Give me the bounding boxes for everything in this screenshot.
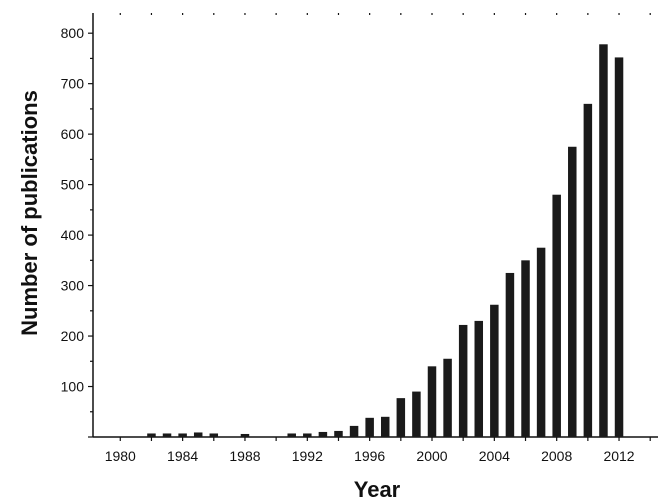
x-tick-label-2012: 2012: [603, 448, 634, 464]
y-tick-label-800: 800: [61, 25, 85, 41]
bar-2011: [599, 44, 608, 438]
x-axis-title: Year: [354, 477, 401, 501]
x-tick-label-1992: 1992: [292, 448, 323, 464]
bar-1992: [303, 433, 312, 437]
bar-1988: [240, 433, 250, 437]
y-axis: 100 200 300 400 500 600 700 800: [61, 25, 93, 438]
y-tick-label-500: 500: [61, 177, 85, 193]
bar-1999: [412, 391, 421, 437]
bar-2002: [458, 324, 468, 437]
bar-2007: [536, 247, 546, 437]
y-tick-label-100: 100: [61, 379, 85, 395]
bar-2005: [505, 272, 515, 437]
y-tick-label-700: 700: [61, 76, 85, 92]
bar-2003: [474, 320, 484, 437]
bar-1998: [396, 398, 406, 437]
bar-2008: [552, 194, 561, 437]
bar-2009: [568, 146, 577, 437]
bar-1986: [209, 433, 219, 437]
x-tick-label-1996: 1996: [354, 448, 385, 464]
bar-2001: [443, 358, 452, 437]
y-tick-label-400: 400: [61, 227, 85, 243]
bar-2004: [490, 304, 499, 437]
x-tick-label-2008: 2008: [541, 448, 572, 464]
x-tick-label-2000: 2000: [416, 448, 447, 464]
x-tick-label-1980: 1980: [105, 448, 136, 464]
bar-1983: [162, 433, 172, 437]
x-tick-label-1988: 1988: [229, 448, 260, 464]
bar-2010: [583, 103, 593, 438]
y-tick-label-300: 300: [61, 278, 85, 294]
x-axis: 1980 1984 1988 1992 1996 2000 2004 2008 2012: [105, 13, 651, 464]
bar-1991: [287, 433, 296, 437]
bar-1997: [380, 416, 390, 437]
bar-1993: [318, 431, 328, 437]
bar-2006: [521, 260, 530, 437]
x-tick-label-1984: 1984: [167, 448, 198, 464]
bar-2012: [614, 57, 624, 438]
bar-1984: [178, 433, 187, 437]
bar-1994: [334, 430, 343, 437]
bar-2000: [427, 366, 437, 437]
y-tick-label-600: 600: [61, 126, 85, 142]
bar-1995: [349, 425, 359, 437]
bar-1982: [147, 433, 156, 437]
bar-1996: [365, 417, 374, 437]
bar-series: [147, 44, 624, 438]
y-axis-title: Number of publications: [17, 90, 42, 336]
x-tick-label-2004: 2004: [479, 448, 510, 464]
bar-1985: [193, 432, 203, 437]
y-tick-label-200: 200: [61, 328, 85, 344]
